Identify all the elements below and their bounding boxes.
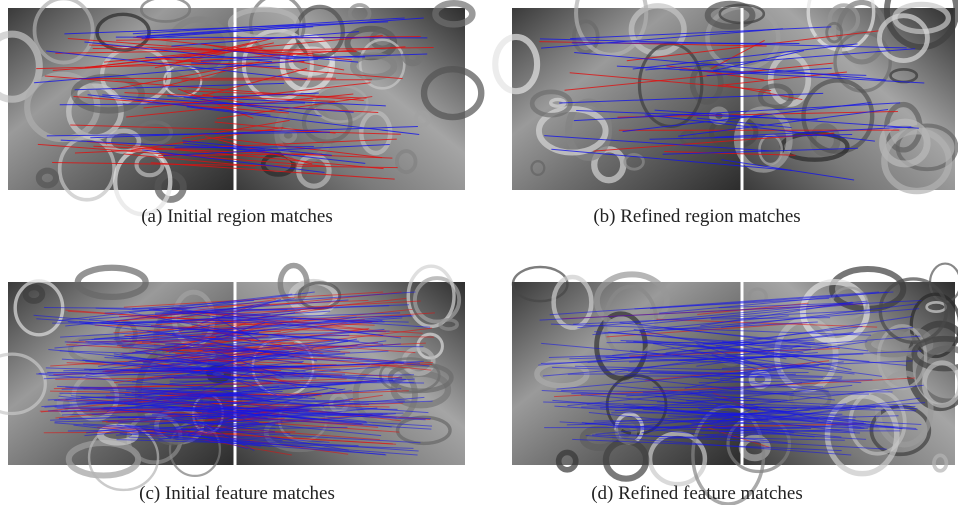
match-line <box>571 394 869 395</box>
match-line <box>653 387 823 388</box>
figure: (a) Initial region matches (b) Refined r… <box>0 0 958 505</box>
image-pair <box>0 0 481 214</box>
image-pair <box>0 266 465 490</box>
image-pair <box>495 0 956 191</box>
caption: (d) Refined feature matches <box>591 483 803 504</box>
caption: (b) Refined region matches <box>593 206 800 227</box>
panels <box>0 0 958 504</box>
caption: (a) Initial region matches <box>141 206 333 227</box>
caption: (c) Initial feature matches <box>139 483 335 504</box>
match-line <box>572 43 800 44</box>
image-pair <box>512 264 958 504</box>
